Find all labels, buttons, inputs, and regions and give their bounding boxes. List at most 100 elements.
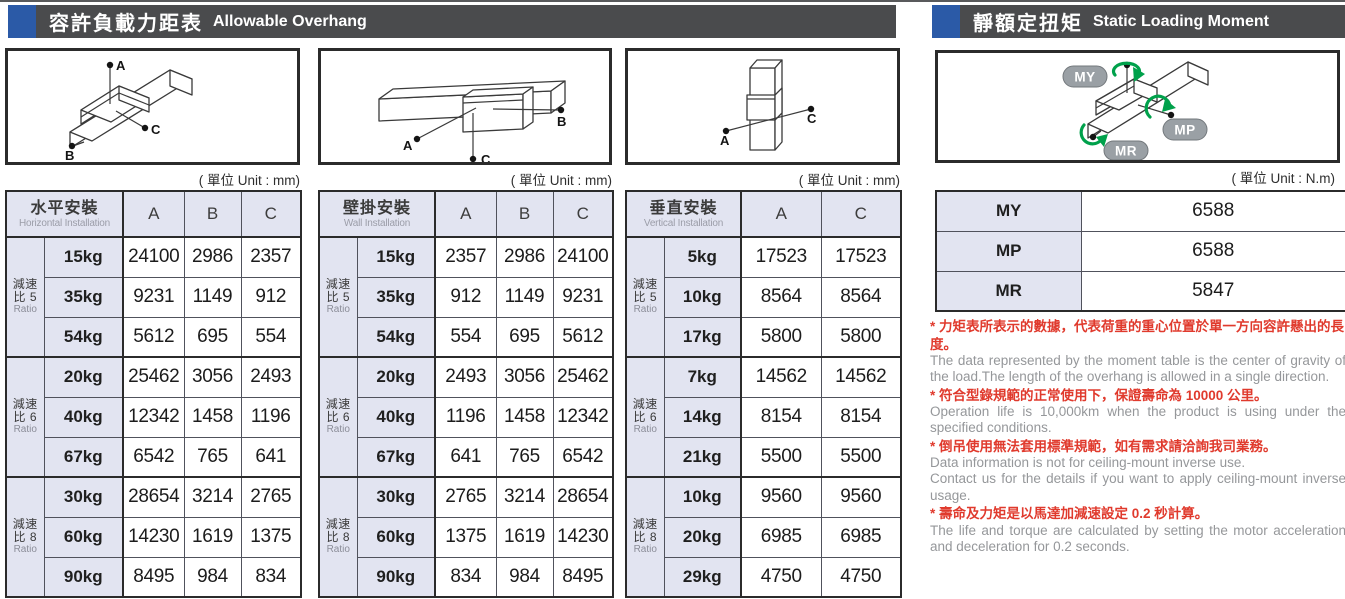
table-row: 減速比 5 Ratio 15kg 24100 2986 2357 xyxy=(5,236,302,358)
value-cell: 554 xyxy=(434,316,497,358)
value-cell: 2986 xyxy=(495,236,554,278)
ratio-zh: 減速 xyxy=(325,397,351,411)
table-row: 10kg 8564 8564 xyxy=(626,276,902,318)
table-row: 60kg 1375 1619 14230 xyxy=(319,516,614,558)
unit-label-mm: ( 單位 Unit : mm) xyxy=(198,173,300,188)
ratio-en: Ratio xyxy=(13,544,37,555)
value-cell: 1149 xyxy=(183,276,242,318)
point-b-label: B xyxy=(65,148,74,162)
ratio-zh: 減速 xyxy=(632,277,658,291)
table-row: 67kg 641 765 6542 xyxy=(319,436,614,478)
value-cell: 9231 xyxy=(552,276,614,318)
table-row: 減速比 5 Ratio 5kg 17523 17523 xyxy=(625,236,902,358)
column-header: A xyxy=(434,190,497,238)
value-cell: 2493 xyxy=(434,356,497,398)
blue-accent-square xyxy=(932,5,960,38)
load-cell: 10kg xyxy=(663,476,742,518)
section-title-zh: 靜額定扭矩 xyxy=(973,13,1083,35)
table-title-cell: 垂直安裝 Vertical Installation xyxy=(625,190,742,238)
ratio-zh: 減速 xyxy=(12,397,38,411)
mr-badge: MR xyxy=(1115,144,1137,159)
table-title-cell: 壁掛安裝 Wall Installation xyxy=(318,190,437,238)
load-cell: 54kg xyxy=(43,316,125,358)
static-loading-moment-diagram: MY MP MR xyxy=(935,50,1340,163)
value-cell: 8154 xyxy=(740,396,822,438)
value-cell: 984 xyxy=(495,556,554,598)
ratio-zh: 比 6 xyxy=(13,410,37,424)
ratio-zh: 比 6 xyxy=(326,410,350,424)
load-cell: 29kg xyxy=(663,556,742,598)
value-cell: 912 xyxy=(434,276,497,318)
section-header-static-loading-moment: 靜額定扭矩 Static Loading Moment xyxy=(932,5,1345,38)
point-a-label: A xyxy=(116,58,126,73)
table-row: 40kg 12342 1458 1196 xyxy=(6,396,302,438)
section-header-allowable-overhang: 容許負載力距表 Allowable Overhang xyxy=(8,5,896,38)
value-cell: 2765 xyxy=(434,476,497,518)
load-cell: 54kg xyxy=(356,316,437,358)
table-title-zh: 水平安裝 xyxy=(30,199,99,217)
table-row: 14kg 8154 8154 xyxy=(626,396,902,438)
ratio-zh: 減速 xyxy=(325,277,351,291)
value-cell: 4750 xyxy=(820,556,902,598)
table-row: 21kg 5500 5500 xyxy=(626,436,902,478)
table-row: MY 6588 xyxy=(935,190,1345,232)
value-cell: 24100 xyxy=(122,236,185,278)
ratio-zh: 比 8 xyxy=(13,530,37,544)
value-cell: 641 xyxy=(240,436,302,478)
value-cell: 5800 xyxy=(740,316,822,358)
note-en: Contact us for the details if you want t… xyxy=(930,471,1345,503)
load-cell: 35kg xyxy=(43,276,125,318)
page-top-rule xyxy=(0,0,1345,2)
value-cell: 14230 xyxy=(552,516,614,558)
value-cell: 2357 xyxy=(240,236,302,278)
value-cell: 1458 xyxy=(183,396,242,438)
column-header: B xyxy=(183,190,242,238)
table-row: 54kg 554 695 5612 xyxy=(319,316,614,358)
unit-label-nm: ( 單位 Unit : N.m) xyxy=(1231,171,1336,186)
value-cell: 14230 xyxy=(122,516,185,558)
table-row: 90kg 834 984 8495 xyxy=(319,556,614,598)
value-cell: 24100 xyxy=(552,236,614,278)
load-cell: 40kg xyxy=(43,396,125,438)
note-en: Operation life is 10,000km when the prod… xyxy=(930,404,1345,436)
point-b-label: B xyxy=(557,114,566,129)
value-cell: 5612 xyxy=(122,316,185,358)
value-cell: 5800 xyxy=(820,316,902,358)
value-cell: 1619 xyxy=(495,516,554,558)
section-title-bar: 靜額定扭矩 Static Loading Moment xyxy=(960,5,1345,38)
horizontal-installation-diagram: A C B xyxy=(5,48,300,165)
value-cell: 28654 xyxy=(552,476,614,518)
ratio-en: Ratio xyxy=(326,424,350,435)
load-cell: 90kg xyxy=(356,556,437,598)
value-cell: 3056 xyxy=(495,356,554,398)
ratio-en: Ratio xyxy=(13,304,37,315)
load-cell: 7kg xyxy=(663,356,742,398)
value-cell: 834 xyxy=(434,556,497,598)
value-cell: 912 xyxy=(240,276,302,318)
value-cell: 5612 xyxy=(552,316,614,358)
section-title-en: Allowable Overhang xyxy=(213,12,367,30)
ratio-zh: 比 6 xyxy=(633,410,657,424)
vertical-overhang-table: 垂直安裝 Vertical Installation A C 減速比 5 Ratio 5kg… xyxy=(625,190,902,598)
moment-badges: MY MP MR xyxy=(1062,65,1208,161)
moment-axes-drawing: MY MP MR xyxy=(1062,61,1209,161)
value-cell: 5500 xyxy=(740,436,822,478)
column-header: C xyxy=(240,190,302,238)
table-row: 減速比 6 Ratio 20kg 25462 3056 2493 xyxy=(5,356,302,478)
ratio-en: Ratio xyxy=(326,544,350,555)
value-cell: 9560 xyxy=(820,476,902,518)
value-cell: 6542 xyxy=(122,436,185,478)
table-row: 35kg 912 1149 9231 xyxy=(319,276,614,318)
ratio-en: Ratio xyxy=(633,544,657,555)
load-cell: 40kg xyxy=(356,396,437,438)
value-cell: 8564 xyxy=(820,276,902,318)
blue-accent-square xyxy=(8,5,36,38)
moment-value-cell: 6588 xyxy=(1080,230,1345,272)
table-row: 減速比 8 Ratio 30kg 28654 3214 2765 xyxy=(5,476,302,598)
section-title-zh: 容許負載力距表 xyxy=(49,13,203,35)
value-cell: 984 xyxy=(183,556,242,598)
value-cell: 2986 xyxy=(183,236,242,278)
ratio-cell: 減速比 5 Ratio xyxy=(318,236,358,358)
value-cell: 8154 xyxy=(820,396,902,438)
value-cell: 28654 xyxy=(122,476,185,518)
